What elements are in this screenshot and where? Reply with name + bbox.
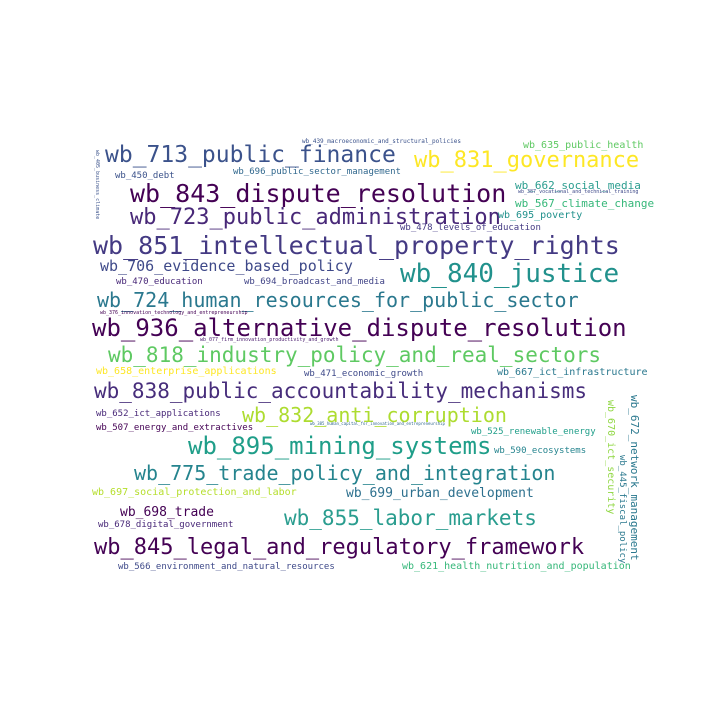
word-intellectual-property-rights: wb_851_intellectual_property_rights (93, 231, 620, 260)
word-network-management: wb_672_network_management (628, 395, 641, 561)
word-trade: wb_698_trade (120, 505, 214, 520)
word-justice: wb_840_justice (400, 259, 620, 289)
word-legal-regulatory-framework: wb_845_legal_and_regulatory_framework (94, 535, 585, 560)
word-human-resources-public-sector: wb_724_human_resources_for_public_sector (97, 288, 579, 312)
word-trade-policy-integration: wb_775_trade_policy_and_integration (134, 461, 556, 485)
word-health-nutrition-population: wb_621_health_nutrition_and_population (402, 561, 631, 572)
word-urban-development: wb_699_urban_development (346, 486, 534, 501)
word-fiscal-policy: wb_445_fiscal_policy (617, 455, 627, 564)
word-labor-markets: wb_855_labor_markets (284, 506, 537, 530)
word-education: wb_470_education (116, 277, 203, 287)
word-ict-applications: wb_652_ict_applications (96, 409, 221, 419)
word-ecosystems: wb_590_ecosystems (494, 446, 587, 456)
word-public-administration: wb_723_public_administration (130, 205, 501, 230)
word-vocational-technical-training: wb_387_vocational_and_technical_training (518, 189, 639, 195)
word-social-protection-and-labor: wb_697_social_protection_and_labor (92, 487, 297, 498)
word-public-accountability-mechanisms: wb_838_public_accountability_mechanisms (94, 379, 588, 403)
word-alternative-dispute-resolution: wb_936_alternative_dispute_resolution (92, 314, 627, 342)
word-broadcast-and-media: wb_694_broadcast_and_media (244, 277, 385, 287)
word-governance: wb_831_governance (414, 148, 640, 173)
word-digital-government: wb_678_digital_government (98, 520, 234, 530)
word-anti-corruption: wb_832_anti_corruption (242, 403, 507, 427)
word-economic-growth: wb_471_economic_growth (304, 369, 424, 379)
word-energy-and-extractives: wb_507_energy_and_extractives (96, 423, 254, 433)
word-firm-innovation-productivity: wb_077_firm_innovation_productivity_and_… (200, 337, 339, 343)
word-mining-systems: wb_895_mining_systems (188, 432, 492, 460)
word-ict-infrastructure: wb_667_ict_infrastructure (497, 367, 648, 378)
word-industry-policy-real-sectors: wb_818_industry_policy_and_real_sectors (108, 343, 602, 367)
word-climate-change: wb_567_climate_change (515, 197, 655, 210)
word-poverty: wb_695_poverty (498, 210, 583, 221)
word-public-health: wb_635_public_health (523, 140, 644, 151)
word-public-finance: wb_713_public_finance (105, 142, 396, 168)
word-innovation-technology-entrepreneurship: wb_376_innovation_technology_and_entrepr… (100, 310, 248, 316)
word-macroeconomic-structural-policies: wb_439_macroeconomic_and_structural_poli… (302, 138, 461, 145)
word-levels-of-education: wb_478_levels_of_education (400, 223, 541, 233)
word-evidence-based-policy: wb_706_evidence_based_policy (100, 257, 353, 275)
word-environment-natural-resources: wb_566_environment_and_natural_resources (118, 562, 335, 572)
word-renewable-energy: wb_525_renewable_energy (471, 427, 596, 437)
word-social-media: wb_662_social_media (515, 179, 641, 192)
word-public-sector-management: wb_696_public_sector_management (233, 167, 401, 177)
word-enterprise-applications: wb_658_enterprise_applications (96, 366, 277, 377)
word-human-capital-innovation: wb_385_human_capital_for_innovation_and_… (310, 421, 445, 426)
word-business-climate: wb_405_business_climate (94, 150, 100, 220)
word-ict-security: wb_670_ict_security (605, 400, 616, 515)
word-debt: wb_450_debt (115, 171, 175, 181)
word-dispute-resolution: wb_843_dispute_resolution (130, 179, 507, 208)
